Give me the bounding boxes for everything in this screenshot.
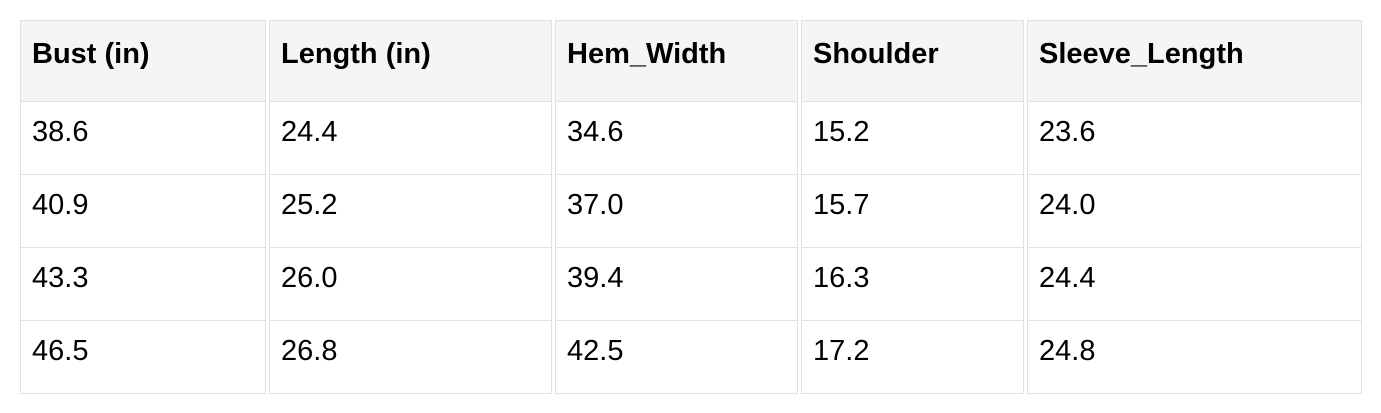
table-cell: 15.7 (801, 175, 1024, 248)
header-row: Bust (in) Length (in) Hem_Width Shoulder… (20, 20, 1362, 102)
table-cell: 46.5 (20, 321, 266, 394)
table-cell: 40.9 (20, 175, 266, 248)
table-cell: 15.2 (801, 102, 1024, 175)
table-cell: 26.0 (269, 248, 552, 321)
table-cell: 25.2 (269, 175, 552, 248)
table-cell: 23.6 (1027, 102, 1362, 175)
header-cell-hem-width: Hem_Width (555, 20, 798, 102)
table-row: 40.9 25.2 37.0 15.7 24.0 (20, 175, 1362, 248)
table-cell: 42.5 (555, 321, 798, 394)
table-cell: 37.0 (555, 175, 798, 248)
header-cell-length: Length (in) (269, 20, 552, 102)
table-cell: 24.4 (269, 102, 552, 175)
table-cell: 26.8 (269, 321, 552, 394)
table-cell: 43.3 (20, 248, 266, 321)
table-cell: 16.3 (801, 248, 1024, 321)
header-cell-sleeve-length: Sleeve_Length (1027, 20, 1362, 102)
table-cell: 24.4 (1027, 248, 1362, 321)
header-cell-bust: Bust (in) (20, 20, 266, 102)
table-cell: 24.8 (1027, 321, 1362, 394)
table-cell: 39.4 (555, 248, 798, 321)
table-row: 38.6 24.4 34.6 15.2 23.6 (20, 102, 1362, 175)
table-cell: 17.2 (801, 321, 1024, 394)
size-chart-table: Bust (in) Length (in) Hem_Width Shoulder… (17, 20, 1365, 394)
table-row: 43.3 26.0 39.4 16.3 24.4 (20, 248, 1362, 321)
size-chart-table-container: Bust (in) Length (in) Hem_Width Shoulder… (17, 20, 1365, 394)
table-cell: 24.0 (1027, 175, 1362, 248)
table-row: 46.5 26.8 42.5 17.2 24.8 (20, 321, 1362, 394)
header-cell-shoulder: Shoulder (801, 20, 1024, 102)
table-cell: 34.6 (555, 102, 798, 175)
table-cell: 38.6 (20, 102, 266, 175)
